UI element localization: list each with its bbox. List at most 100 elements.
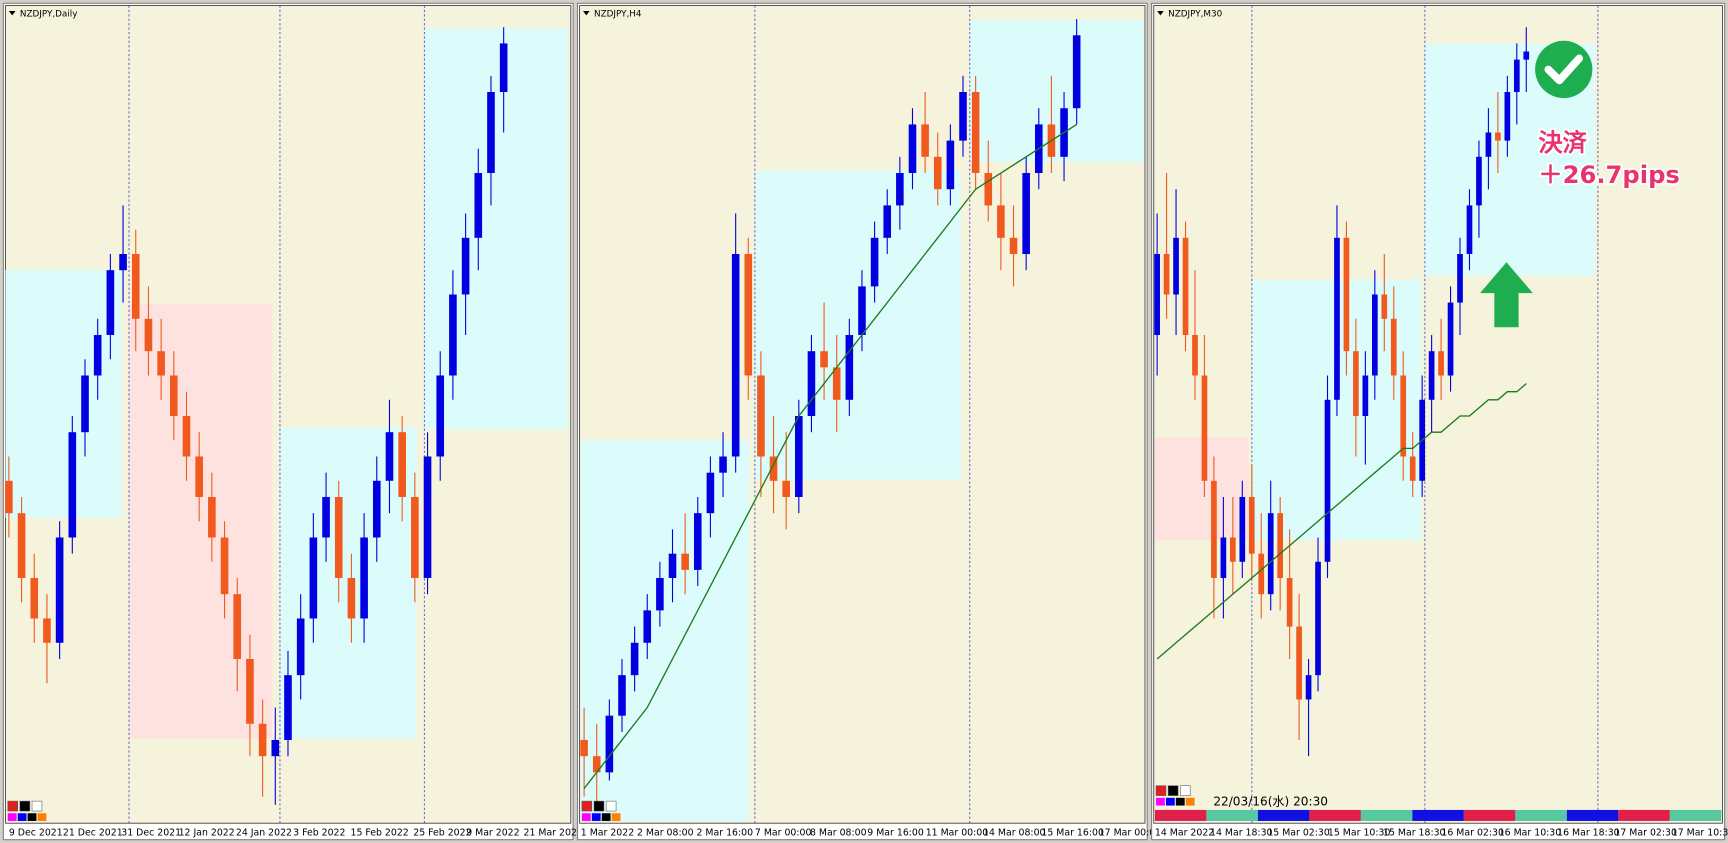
x-tick-label: 12 Jan 2022 <box>179 827 235 838</box>
color-swatch <box>611 813 621 821</box>
timestamp: 22/03/16(水) 20:30 <box>1213 795 1328 809</box>
x-tick-label: 2 Mar 08:00 <box>637 827 694 838</box>
session-bar <box>1412 809 1464 821</box>
candle-body <box>1353 351 1359 416</box>
candle-body <box>1371 294 1378 376</box>
candle-body <box>997 205 1005 238</box>
candle-body <box>1248 496 1255 554</box>
candle-body <box>322 496 330 538</box>
candle-body <box>757 375 765 457</box>
toolbar-icon <box>19 800 31 812</box>
toolbar-icon <box>1155 785 1167 796</box>
candle-body <box>347 577 356 619</box>
candle-body <box>971 92 980 174</box>
color-swatch <box>17 813 27 821</box>
candle-body <box>233 594 242 659</box>
candle-body <box>43 618 51 643</box>
candle-body <box>1457 254 1463 303</box>
color-swatch <box>591 813 601 821</box>
color-swatch <box>1156 797 1165 806</box>
candle-body <box>385 432 394 481</box>
session-bar <box>1154 809 1207 821</box>
candle-body <box>693 513 702 570</box>
candle-body <box>807 351 816 416</box>
range-box <box>5 269 122 518</box>
candle-body <box>1343 237 1350 352</box>
candle-body <box>605 715 614 773</box>
panel-title: NZDJPY,Daily <box>20 10 78 20</box>
range-box <box>424 28 568 430</box>
candle-body <box>5 480 13 514</box>
candle-body <box>1362 375 1369 416</box>
candle-body <box>1182 237 1189 335</box>
candle-body <box>93 334 102 376</box>
candle-body <box>643 610 652 643</box>
candle-body <box>1258 553 1265 595</box>
candle-body <box>271 739 280 757</box>
candle-body <box>681 553 689 570</box>
toolbar-icon <box>581 800 593 812</box>
x-tick-label: 9 Mar 2022 <box>466 827 519 838</box>
candle-body <box>449 294 457 376</box>
candle-body <box>1211 480 1217 578</box>
candle-body <box>668 553 677 578</box>
x-tick-label: 16 Mar 18:30 <box>1557 827 1620 838</box>
candle-body <box>1381 294 1388 319</box>
candle-body <box>55 537 64 643</box>
x-tick-label: 8 Mar 08:00 <box>810 827 867 838</box>
candle-body <box>309 537 318 619</box>
x-tick-label: 17 Mar 00:00 <box>1099 827 1162 838</box>
candle-body <box>946 140 955 190</box>
candle-body <box>1315 561 1321 676</box>
candle-body <box>411 496 419 578</box>
x-tick-label: 16 Mar 10:30 <box>1499 827 1562 838</box>
toolbar-icon <box>7 800 18 812</box>
session-bar <box>1309 809 1361 821</box>
candle-body <box>1267 513 1274 595</box>
x-tick-label: 15 Mar 02:30 <box>1267 827 1330 838</box>
candle-body <box>144 318 153 352</box>
candle-body <box>1022 173 1030 255</box>
candle-body <box>182 415 191 457</box>
session-bar <box>1463 809 1516 821</box>
candle-body <box>959 92 967 141</box>
candle-body <box>1334 237 1340 400</box>
x-tick-label: 14 Mar 08:00 <box>983 827 1046 838</box>
candle-body <box>1504 92 1511 141</box>
candle-body <box>360 537 368 619</box>
session-bar <box>1515 809 1567 821</box>
x-tick-label: 31 Dec 2021 <box>121 827 181 838</box>
candle-body <box>1220 537 1227 578</box>
candle-body <box>487 92 495 174</box>
candle-body <box>1390 318 1397 376</box>
candle-body <box>1438 351 1444 376</box>
panel-title: NZDJPY,H4 <box>594 10 642 20</box>
candle-body <box>1239 496 1246 562</box>
x-tick-label: 2 Mar 16:00 <box>697 827 754 838</box>
color-swatch <box>27 813 37 821</box>
session-bar <box>1669 809 1722 821</box>
x-tick-label: 16 Mar 02:30 <box>1441 827 1504 838</box>
x-tick-label: 15 Mar 16:00 <box>1041 827 1104 838</box>
candle-body <box>1296 626 1302 700</box>
candle-body <box>870 237 879 287</box>
toolbar-icon <box>1167 785 1179 796</box>
x-tick-label: 14 Mar 18:30 <box>1210 827 1273 838</box>
session-bar <box>1206 809 1258 821</box>
candle-body <box>1230 537 1236 562</box>
candle-body <box>1485 132 1492 157</box>
x-tick-label: 17 Mar 10:30 <box>1672 827 1728 838</box>
candle-body <box>731 254 740 457</box>
x-tick-label: 25 Feb 2022 <box>413 827 471 838</box>
candle-body <box>220 537 229 595</box>
candle-body <box>580 739 588 757</box>
x-tick-label: 21 Mar 2022 <box>523 827 582 838</box>
session-bar <box>1257 809 1310 821</box>
candle-body <box>131 254 140 319</box>
range-box <box>969 19 1144 162</box>
candle-body <box>719 456 727 473</box>
x-tick-label: 9 Dec 2021 <box>9 827 63 838</box>
candle-body <box>81 375 89 433</box>
candle-body <box>119 254 127 271</box>
